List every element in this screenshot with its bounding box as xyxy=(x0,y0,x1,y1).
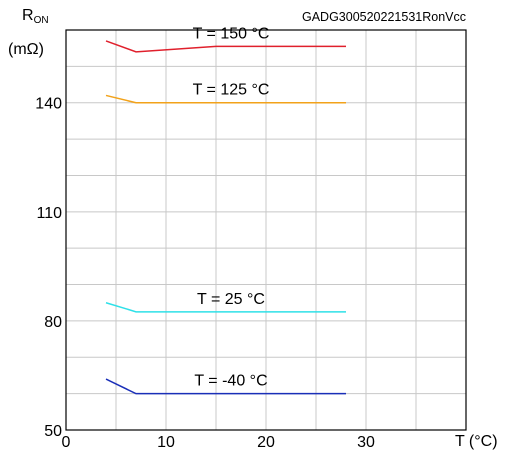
plot-frame xyxy=(65,29,467,431)
x-tick-label: 0 xyxy=(62,434,71,451)
series-label: T = 25 °C xyxy=(197,291,265,308)
x-axis-label: T (°C) xyxy=(455,433,498,450)
series-line xyxy=(105,94,346,104)
x-tick-label: 10 xyxy=(157,434,175,451)
series-label: T = -40 °C xyxy=(194,373,267,390)
series-line xyxy=(105,302,346,313)
y-tick-label: 50 xyxy=(44,423,62,440)
tick-labels: 0 10 20 30 50 80 110 140 xyxy=(35,96,375,451)
series-label: T = 150 °C xyxy=(193,25,270,42)
series-labels: T = 150 °C T = 125 °C T = 25 °C T = -40 °C xyxy=(193,25,270,389)
y-tick-label: 110 xyxy=(36,205,62,222)
series-line xyxy=(105,40,346,53)
chart-code: GADG300520221531RonVcc xyxy=(302,10,466,24)
y-axis-unit: (mΩ) xyxy=(8,41,44,58)
x-tick-label: 20 xyxy=(257,434,275,451)
series-lines xyxy=(105,40,346,395)
y-tick-label: 80 xyxy=(44,314,62,331)
y-tick-label: 140 xyxy=(35,96,62,113)
y-axis-label: RON xyxy=(22,7,49,26)
grid xyxy=(66,30,466,430)
x-tick-label: 30 xyxy=(357,434,375,451)
series-label: T = 125 °C xyxy=(193,82,270,99)
series-line xyxy=(105,378,346,395)
